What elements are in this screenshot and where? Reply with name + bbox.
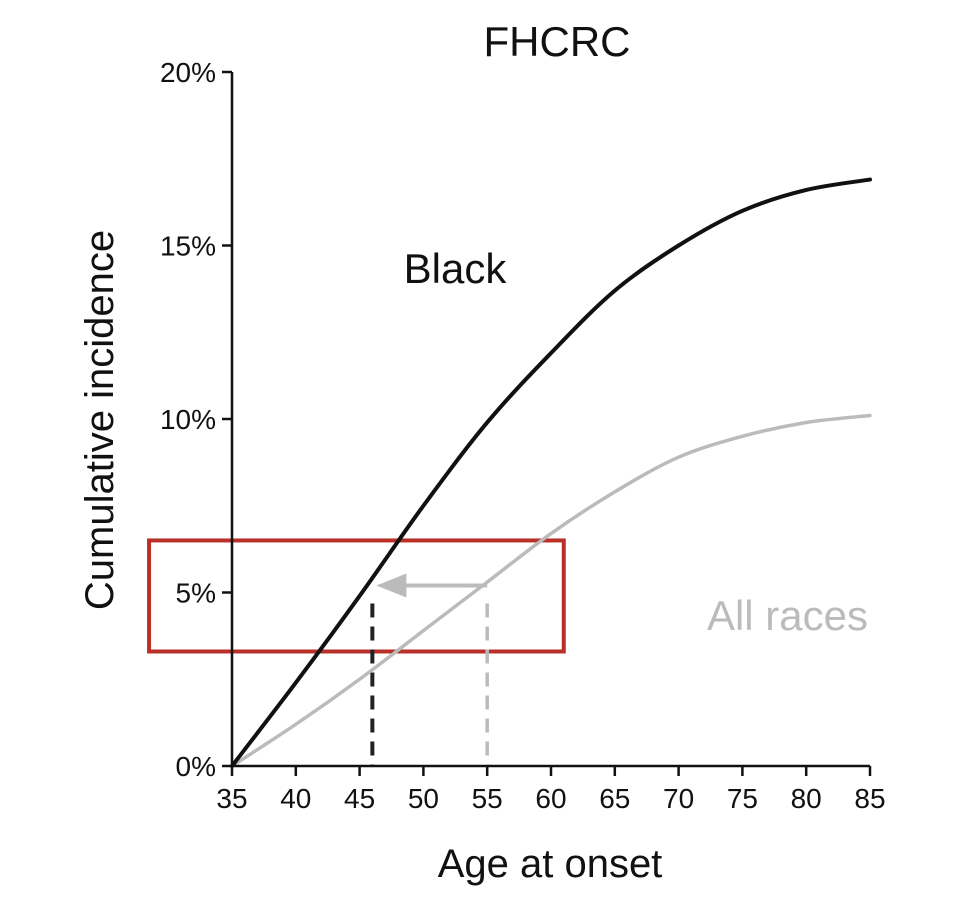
axes [230, 72, 870, 768]
x-tick-label-85: 85 [854, 783, 885, 814]
highlight-box-layer [147, 538, 566, 654]
x-tick-label-55: 55 [472, 783, 503, 814]
x-tick-label-80: 80 [791, 783, 822, 814]
series-line-black [230, 177, 872, 768]
series-layer [230, 177, 872, 768]
y-axis-label: Cumulative incidence [78, 230, 122, 610]
x-tick-label-65: 65 [599, 783, 630, 814]
y-ticks: 0% 5% 10% 15% 20% [160, 57, 232, 782]
x-tick-label-60: 60 [535, 783, 566, 814]
y-tick-label-5: 5% [176, 578, 216, 609]
series-line-all-races [230, 413, 872, 768]
x-tick-label-45: 45 [344, 783, 375, 814]
x-tick-label-50: 50 [408, 783, 439, 814]
x-ticks: 35 40 45 50 55 60 65 70 75 80 85 [216, 766, 886, 814]
x-tick-label-35: 35 [216, 783, 247, 814]
series-label-black: Black [404, 245, 508, 292]
arrow-head [376, 573, 407, 598]
x-tick-label-70: 70 [663, 783, 694, 814]
x-axis-label: Age at onset [438, 842, 663, 886]
highlight-box [147, 538, 566, 654]
series-label-all-races: All races [707, 592, 868, 639]
chart-title: FHCRC [484, 18, 631, 65]
annotation-layer [370, 573, 489, 766]
y-tick-label-15: 15% [160, 231, 216, 262]
x-tick-label-75: 75 [727, 783, 758, 814]
y-tick-label-0: 0% [176, 751, 216, 782]
x-tick-label-40: 40 [280, 783, 311, 814]
y-tick-label-20: 20% [160, 57, 216, 88]
y-tick-label-10: 10% [160, 404, 216, 435]
